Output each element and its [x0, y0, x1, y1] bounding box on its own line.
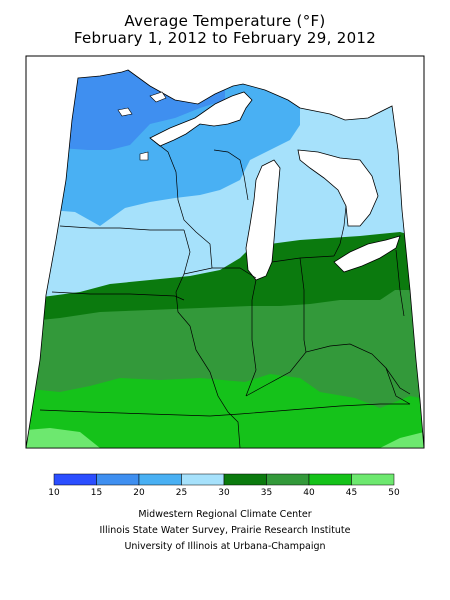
lake-superior	[149, 91, 253, 147]
map-subtitle: February 1, 2012 to February 29, 2012	[73, 29, 377, 47]
legend-bin-10-15	[53, 473, 97, 486]
lake-small	[139, 151, 149, 161]
band-45-50-patch	[26, 428, 100, 448]
legend-bin-30-35	[223, 473, 267, 486]
legend-tick-label: 10	[48, 488, 60, 498]
lake-huron	[297, 149, 379, 227]
lake-small	[117, 107, 133, 117]
legend-tick-label: 25	[175, 488, 188, 498]
lake-erie	[333, 235, 401, 273]
lake-small	[149, 91, 167, 103]
credit-line-1: Midwestern Regional Climate Center	[138, 509, 312, 520]
state-boundaries	[39, 137, 411, 449]
legend-tick-label: 35	[260, 488, 273, 498]
lake-michigan	[245, 159, 281, 281]
credit-line-2: Illinois State Water Survey, Prairie Res…	[99, 525, 351, 536]
legend-bin-35-40	[266, 473, 310, 486]
legend-tick-label: 20	[133, 488, 145, 498]
legend-tick-label: 15	[90, 488, 103, 498]
map-title: Average Temperature (°F)	[124, 12, 326, 30]
region-outline	[25, 69, 425, 449]
legend-tick-label: 40	[303, 488, 315, 498]
legend-bin-20-25	[138, 473, 182, 486]
legend-bin-25-30	[181, 473, 225, 486]
credit-line-3: University of Illinois at Urbana-Champai…	[124, 541, 326, 552]
legend-tick-label: 50	[388, 488, 400, 498]
legend-bin-40-45	[308, 473, 352, 486]
legend-color-bar	[53, 473, 395, 486]
band-45-50-patch	[380, 432, 424, 448]
legend-bin-15-20	[96, 473, 140, 486]
legend-tick-label: 30	[218, 488, 230, 498]
legend-bin-45-50	[351, 473, 395, 486]
legend-tick-label: 45	[345, 488, 358, 498]
